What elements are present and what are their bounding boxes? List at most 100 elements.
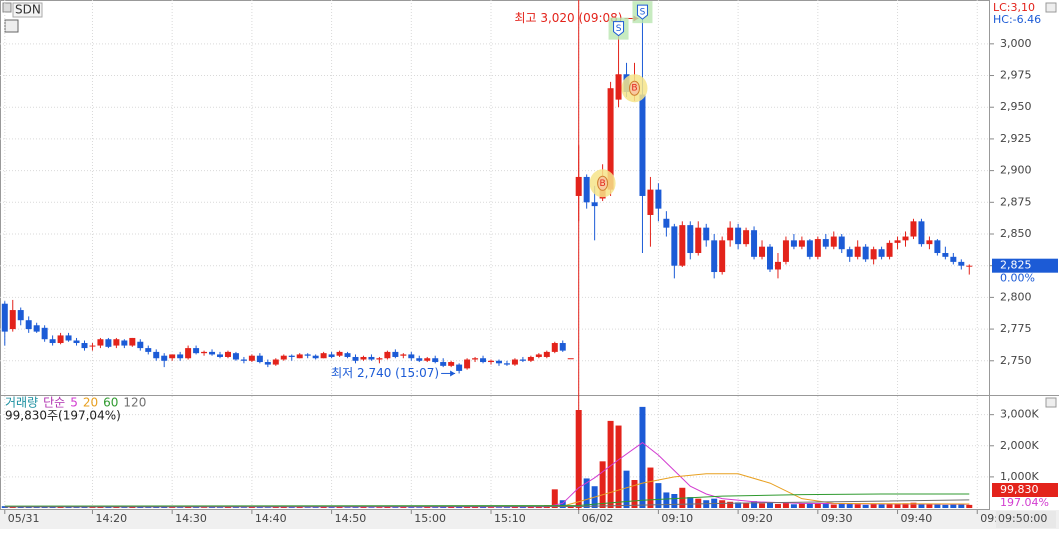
x-tick-label: 09:30 — [821, 512, 853, 525]
candle-body — [806, 240, 813, 257]
volume-bar — [671, 494, 678, 508]
candle-body — [711, 240, 718, 273]
candle-body — [655, 189, 662, 209]
y-tick-label: 2,750 — [1000, 354, 1032, 367]
candle-body — [201, 351, 208, 354]
candle-body — [751, 230, 758, 257]
candle-body — [878, 249, 885, 257]
candle-body — [376, 358, 383, 360]
panel-button[interactable] — [1045, 2, 1057, 13]
volume-bar — [806, 503, 813, 508]
volume-bar — [615, 425, 622, 508]
candle-body — [408, 354, 415, 359]
ma-line — [4, 493, 970, 507]
volume-bar — [185, 506, 192, 508]
y-tick-label: 3,000 — [1000, 37, 1032, 50]
volume-bar — [631, 480, 638, 508]
volume-bar — [623, 470, 630, 508]
candle-body — [248, 355, 255, 361]
volume-bar — [488, 507, 495, 508]
x-tick-label: 06/02 — [582, 512, 614, 525]
candle-body — [583, 176, 590, 203]
volume-bar — [320, 506, 327, 508]
volume-bar — [121, 507, 128, 508]
candle-body — [424, 358, 431, 361]
candle-body — [894, 240, 901, 243]
candle-body — [57, 335, 64, 344]
candle-body — [89, 345, 96, 347]
lc-label: LC:3,10 — [993, 1, 1035, 14]
ma-line — [4, 499, 970, 508]
volume-info: 99,830주(197,04%) — [5, 409, 121, 423]
candle-body — [264, 362, 271, 365]
volume-bar — [256, 507, 263, 508]
candle-body — [328, 354, 335, 357]
volume-bar — [312, 507, 319, 508]
signal-label: S — [640, 8, 646, 18]
volume-bar — [902, 503, 909, 508]
candle-body — [1, 303, 8, 332]
candle-body — [703, 227, 710, 241]
volume-bar — [950, 504, 957, 508]
x-tick-label: 14:50 — [335, 512, 367, 525]
x-tick-label: 09:10 — [661, 512, 693, 525]
volume-bar — [65, 507, 72, 508]
volume-bar — [408, 507, 415, 508]
volume-bar — [663, 492, 670, 508]
volume-bar — [240, 507, 247, 508]
candle-body — [472, 358, 479, 360]
volume-bar — [368, 507, 375, 508]
candle-body — [49, 339, 56, 344]
candle-body — [256, 355, 263, 363]
table-icon[interactable] — [4, 19, 19, 33]
volume-bar — [33, 507, 40, 508]
candle-body — [185, 348, 192, 359]
candle-body — [105, 339, 112, 347]
volume-bar — [655, 483, 662, 508]
volume-bar — [304, 507, 311, 508]
candle-body — [304, 354, 311, 356]
candle-body — [743, 230, 750, 245]
signal-shield — [628, 80, 640, 96]
candle-body — [527, 356, 534, 361]
candle-body — [679, 225, 686, 266]
symbol: SDN — [15, 3, 41, 17]
volume-bar — [280, 506, 287, 508]
volume-bar — [272, 507, 279, 508]
candle-body — [129, 337, 136, 346]
y-tick-label: 2,900 — [1000, 164, 1032, 177]
candle-body — [942, 253, 949, 257]
x-tick-label: 09:20 — [741, 512, 773, 525]
candle-body — [232, 353, 239, 360]
candle-body — [759, 246, 766, 257]
legend-text: 단순 — [43, 396, 65, 410]
volume-bar — [727, 501, 734, 508]
candle-body — [854, 246, 861, 257]
candle-body — [9, 310, 16, 330]
current-volume-box — [992, 483, 1058, 497]
candle-body — [360, 356, 367, 360]
candle-body — [384, 351, 391, 359]
candle-body — [137, 341, 144, 349]
volume-bar — [830, 504, 837, 508]
legend-text: 120 — [123, 396, 146, 410]
candle-body — [687, 225, 694, 254]
volume-bar — [400, 507, 407, 508]
candle-body — [846, 249, 853, 257]
candle-body — [161, 355, 168, 361]
candle-body — [663, 218, 670, 228]
volume-bar — [878, 504, 885, 508]
candle-body — [145, 348, 152, 352]
candle-body — [392, 351, 399, 357]
volume-bar — [344, 507, 351, 508]
panel-button[interactable] — [1045, 397, 1057, 408]
candle-body — [240, 359, 247, 361]
volume-bar — [73, 507, 80, 508]
volume-bar — [575, 410, 582, 508]
menu-icon[interactable] — [2, 2, 12, 13]
volume-bar — [767, 502, 773, 508]
candle-body — [519, 359, 526, 361]
candle-body — [934, 240, 941, 254]
annotation: 최저 2,740 (15:07) — [331, 366, 439, 380]
